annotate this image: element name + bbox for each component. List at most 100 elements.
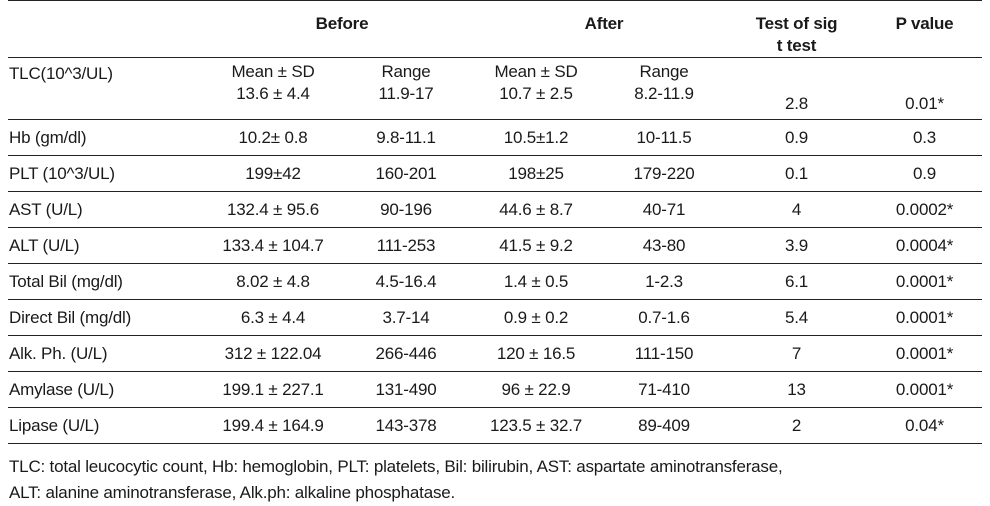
before-range-value: 131-490 [375, 380, 437, 399]
t-test-value: 2.8 [784, 94, 809, 113]
after-range-value: 179-220 [633, 164, 695, 183]
header-parameter [8, 1, 204, 58]
before-range-value: 3.7-14 [382, 308, 430, 327]
p-value: 0.0001* [895, 272, 954, 291]
table-row: Amylase (U/L) 199.1 ± 227.1 131-490 96 ± 22… [8, 371, 983, 408]
after-range-value: 111-150 [634, 344, 694, 363]
after-range-label: Range [639, 62, 689, 81]
row-parameter: Alk. Ph. (U/L) [9, 344, 108, 363]
after-mean-value: 44.6 ± 8.7 [499, 200, 573, 219]
table-footnote: TLC: total leucocytic count, Hb: hemoglo… [8, 454, 982, 506]
header-test-line1: Test of sig [755, 14, 838, 33]
before-range-cell: Range 11.9-17 [342, 58, 470, 120]
t-test-value: 3.9 [784, 236, 809, 255]
p-value: 0.01* [905, 94, 944, 113]
row-parameter: Amylase (U/L) [9, 380, 115, 399]
p-value: 0.9 [912, 164, 937, 183]
header-p-value: P value [895, 14, 954, 33]
t-test-value: 13 [787, 380, 806, 399]
before-range-value: 160-201 [375, 164, 437, 183]
after-range-value: 8.2-11.9 [634, 84, 694, 103]
after-range-value: 1-2.3 [645, 272, 683, 291]
after-mean-value: 41.5 ± 9.2 [499, 236, 573, 255]
after-range-value: 89-409 [638, 416, 690, 435]
table-row: Total Bil (mg/dl) 8.02 ± 4.8 4.5-16.4 1.4 ±… [8, 263, 983, 300]
header-test-of-sig: Test of sig t test [726, 1, 867, 58]
before-range-label: Range [381, 62, 431, 81]
table-row: AST (U/L) 132.4 ± 95.6 90-196 44.6 ± 8.7 40-… [8, 191, 983, 228]
table-row: Lipase (U/L) 199.4 ± 164.9 143-378 123.5 ± … [8, 407, 983, 444]
before-mean-value: 199.4 ± 164.9 [222, 416, 324, 435]
header-after: After [584, 14, 624, 33]
p-value: 0.0001* [895, 380, 954, 399]
row-parameter: PLT (10^3/UL) [9, 164, 115, 183]
before-mean-value: 13.6 ± 4.4 [236, 84, 310, 103]
before-range-value: 11.9-17 [378, 84, 434, 103]
row-parameter: Hb (gm/dl) [9, 128, 87, 147]
t-test-value: 4 [791, 200, 802, 219]
p-value: 0.0001* [895, 344, 954, 363]
before-mean-value: 8.02 ± 4.8 [236, 272, 310, 291]
after-range-value: 40-71 [642, 200, 686, 219]
before-range-value: 9.8-11.1 [376, 128, 436, 147]
p-value: 0.3 [912, 128, 937, 147]
footnote-line1: TLC: total leucocytic count, Hb: hemoglo… [9, 457, 783, 476]
after-range-value: 71-410 [638, 380, 690, 399]
row-parameter: Direct Bil (mg/dl) [9, 308, 132, 327]
after-mean-value: 0.9 ± 0.2 [503, 308, 569, 327]
after-mean-cell: Mean ± SD 10.7 ± 2.5 [470, 58, 602, 120]
after-mean-value: 198±25 [508, 164, 564, 183]
table-row: ALT (U/L) 133.4 ± 104.7 111-253 41.5 ± 9.2 4… [8, 227, 983, 264]
t-test-value: 0.9 [784, 128, 809, 147]
before-range-value: 143-378 [375, 416, 437, 435]
header-test-line2: t test [776, 36, 817, 55]
before-range-value: 111-253 [376, 236, 436, 255]
table-row: Hb (gm/dl) 10.2± 0.8 9.8-11.1 10.5±1.2 10-11… [8, 119, 983, 156]
before-mean-value: 312 ± 122.04 [224, 344, 322, 363]
after-range-cell: Range 8.2-11.9 [602, 58, 726, 120]
row-parameter: ALT (U/L) [9, 236, 80, 255]
row-parameter: TLC(10^3/UL) [9, 64, 113, 83]
before-mean-value: 6.3 ± 4.4 [240, 308, 306, 327]
before-mean-value: 199±42 [245, 164, 301, 183]
row-parameter: Total Bil (mg/dl) [9, 272, 123, 291]
after-mean-value: 96 ± 22.9 [501, 380, 571, 399]
before-range-value: 266-446 [375, 344, 437, 363]
t-test-value: 2 [791, 416, 802, 435]
p-value: 0.04* [905, 416, 944, 435]
before-mean-value: 133.4 ± 104.7 [222, 236, 324, 255]
after-range-value: 10-11.5 [636, 128, 692, 147]
after-range-value: 43-80 [642, 236, 686, 255]
after-mean-value: 120 ± 16.5 [496, 344, 576, 363]
table-row: TLC(10^3/UL) Mean ± SD 13.6 ± 4.4 Range … [8, 57, 983, 120]
row-parameter: AST (U/L) [9, 200, 83, 219]
header-before: Before [315, 14, 369, 33]
footnote-line2: ALT: alanine aminotransferase, Alk.ph: a… [9, 483, 456, 502]
after-mean-value: 1.4 ± 0.5 [503, 272, 569, 291]
before-range-value: 90-196 [380, 200, 432, 219]
before-mean-label: Mean ± SD [231, 62, 315, 81]
table-row: Alk. Ph. (U/L) 312 ± 122.04 266-446 120 ± 1… [8, 335, 983, 372]
p-value: 0.0002* [895, 200, 954, 219]
t-test-value: 0.1 [784, 164, 809, 183]
before-mean-value: 199.1 ± 227.1 [222, 380, 324, 399]
p-value: 0.0004* [895, 236, 954, 255]
t-test-value: 6.1 [784, 272, 809, 291]
row-parameter: Lipase (U/L) [9, 416, 100, 435]
table-body: TLC(10^3/UL) Mean ± SD 13.6 ± 4.4 Range … [8, 57, 983, 444]
t-test-value: 7 [791, 344, 802, 363]
table-row: PLT (10^3/UL) 199±42 160-201 198±25 179-220 0… [8, 155, 983, 192]
table-header: Before After Test of sig t test P value [8, 0, 983, 58]
after-mean-value: 10.5±1.2 [503, 128, 569, 147]
after-mean-value: 123.5 ± 32.7 [489, 416, 582, 435]
p-value: 0.0001* [895, 308, 954, 327]
table-row: Direct Bil (mg/dl) 6.3 ± 4.4 3.7-14 0.9 ± 0… [8, 299, 983, 336]
after-mean-value: 10.7 ± 2.5 [499, 84, 573, 103]
lab-results-table: Before After Test of sig t test P value … [8, 0, 983, 444]
after-mean-label: Mean ± SD [494, 62, 578, 81]
t-test-value: 5.4 [784, 308, 809, 327]
before-mean-value: 132.4 ± 95.6 [226, 200, 319, 219]
before-mean-cell: Mean ± SD 13.6 ± 4.4 [204, 58, 342, 120]
after-range-value: 0.7-1.6 [638, 308, 690, 327]
